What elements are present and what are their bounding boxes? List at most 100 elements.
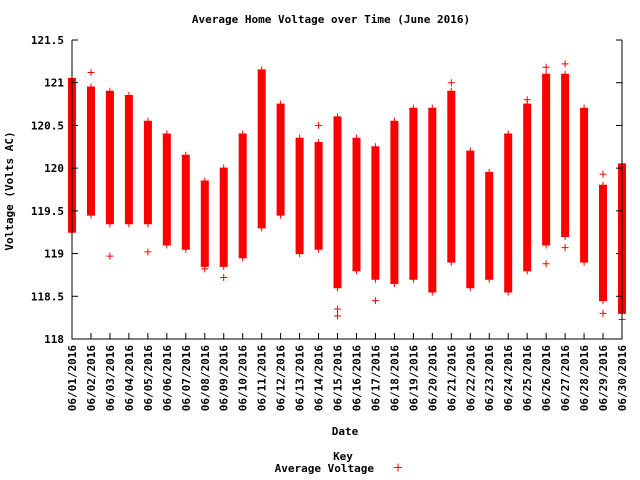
- x-tick-label: 06/06/2016: [161, 345, 174, 412]
- data-range-06/15/2016: [333, 116, 342, 288]
- data-range-06/28/2016: [580, 108, 589, 263]
- data-point-outlier-4: [220, 274, 228, 281]
- data-range-06/27/2016: [561, 74, 570, 237]
- data-point-outlier-10: [523, 96, 531, 104]
- plot-area: [68, 40, 626, 340]
- data-range-06/08/2016: [200, 181, 209, 267]
- data-point-max-06/07/2016: [181, 151, 190, 159]
- data-point-min-06/17/2016: [371, 275, 380, 283]
- data-point-min-06/11/2016: [257, 224, 266, 232]
- x-tick-label: 06/18/2016: [388, 345, 401, 412]
- data-point-min-06/24/2016: [504, 288, 513, 296]
- x-tick-label: 06/25/2016: [521, 345, 534, 412]
- data-point-min-06/16/2016: [352, 267, 361, 275]
- data-point-min-06/21/2016: [447, 258, 456, 266]
- data-point-outlier-3: [201, 265, 209, 273]
- x-tick-label: 06/10/2016: [237, 345, 250, 412]
- x-tick-label: 06/01/2016: [66, 345, 79, 412]
- data-point-max-06/02/2016: [87, 83, 95, 91]
- data-point-outlier-5: [315, 121, 323, 129]
- data-point-min-06/18/2016: [390, 280, 399, 287]
- data-point-max-06/23/2016: [485, 168, 494, 176]
- x-tick-label: 06/17/2016: [369, 345, 382, 412]
- x-tick-label: 06/15/2016: [332, 345, 345, 412]
- data-point-outlier-9: [447, 79, 455, 87]
- legend: Key Average Voltage: [275, 450, 402, 475]
- x-tick-label: 06/19/2016: [407, 345, 420, 412]
- data-point-max-06/18/2016: [390, 117, 399, 125]
- y-tick-label: 121: [44, 77, 64, 90]
- data-point-outlier-6: [334, 305, 341, 313]
- x-axis-label: Date: [332, 425, 359, 438]
- x-tick-label: 06/04/2016: [123, 345, 136, 412]
- data-point-min-06/12/2016: [276, 211, 285, 219]
- data-range-06/23/2016: [485, 172, 494, 280]
- data-point-min-06/26/2016: [542, 241, 551, 249]
- data-point-outlier-7: [334, 312, 341, 320]
- data-range-06/19/2016: [409, 108, 418, 280]
- data-range-06/13/2016: [295, 138, 304, 254]
- data-point-min-06/29/2016: [599, 297, 607, 305]
- data-point-max-06/19/2016: [409, 104, 418, 112]
- data-point-min-06/09/2016: [219, 262, 228, 270]
- data-point-min-06/10/2016: [238, 254, 247, 262]
- data-point-min-06/28/2016: [580, 258, 589, 266]
- x-tick-label: 06/03/2016: [104, 345, 117, 412]
- data-point-min-06/19/2016: [409, 275, 418, 283]
- data-point-outlier-16: [599, 309, 607, 317]
- legend-plus-icon: [394, 463, 402, 472]
- data-point-max-06/03/2016: [105, 87, 114, 95]
- x-tick-label: 06/14/2016: [313, 345, 326, 412]
- data-range-06/24/2016: [504, 134, 513, 292]
- y-axis: 118 118.5 119 119.5 120 120.5 121 121.5: [31, 34, 622, 346]
- data-point-max-06/08/2016: [200, 177, 209, 185]
- data-point-min-06/06/2016: [162, 241, 171, 249]
- data-range-06/04/2016: [124, 95, 133, 224]
- data-point-min-06/04/2016: [124, 220, 133, 228]
- legend-title: Key: [333, 450, 353, 463]
- x-tick-label: 06/16/2016: [351, 345, 364, 412]
- data-point-max-06/09/2016: [219, 164, 228, 172]
- data-point-min-06/13/2016: [295, 250, 304, 258]
- data-point-min-06/20/2016: [428, 288, 437, 296]
- data-point-min-06/05/2016: [143, 220, 152, 228]
- data-point-min-06/22/2016: [466, 284, 475, 292]
- x-tick-label: 06/26/2016: [540, 345, 553, 412]
- x-tick-label: 06/24/2016: [502, 345, 515, 412]
- data-range-06/06/2016: [162, 134, 171, 246]
- data-range-06/22/2016: [466, 151, 475, 288]
- chart-title: Average Home Voltage over Time (June 201…: [192, 13, 470, 26]
- data-range-06/14/2016: [314, 142, 323, 250]
- y-axis-label: Voltage (Volts AC): [3, 131, 16, 250]
- data-point-min-06/27/2016: [561, 233, 570, 240]
- data-point-max-06/04/2016: [124, 92, 133, 99]
- data-range-06/16/2016: [352, 138, 361, 271]
- data-point-max-06/11/2016: [257, 66, 266, 74]
- data-range-06/07/2016: [181, 155, 190, 250]
- data-point-min-06/03/2016: [105, 220, 114, 228]
- data-range-06/03/2016: [105, 91, 114, 224]
- data-point-max-06/28/2016: [580, 104, 589, 112]
- x-tick-label: 06/23/2016: [483, 345, 496, 412]
- data-range-06/29/2016: [599, 185, 607, 301]
- y-tick-label: 120.5: [31, 119, 64, 132]
- data-point-max-06/22/2016: [466, 147, 475, 155]
- data-range-06/25/2016: [523, 104, 532, 271]
- x-tick-label: 06/05/2016: [142, 345, 155, 412]
- data-range-06/21/2016: [447, 91, 456, 263]
- data-range-06/02/2016: [87, 87, 95, 216]
- data-point-max-06/20/2016: [428, 104, 437, 112]
- data-range-06/18/2016: [390, 121, 399, 284]
- x-tick-label: 06/27/2016: [559, 345, 572, 412]
- x-tick-label: 06/20/2016: [426, 345, 439, 412]
- data-point-outlier-12: [542, 63, 550, 71]
- data-point-min-06/23/2016: [485, 275, 494, 283]
- legend-marker: [394, 463, 402, 472]
- data-point-max-06/17/2016: [371, 143, 380, 151]
- y-tick-label: 119: [44, 248, 64, 261]
- y-tick-label: 118: [44, 333, 64, 346]
- data-point-max-06/06/2016: [162, 130, 171, 138]
- y-tick-label: 118.5: [31, 290, 64, 303]
- data-point-max-06/29/2016: [599, 181, 607, 189]
- data-point-max-06/27/2016: [561, 70, 570, 78]
